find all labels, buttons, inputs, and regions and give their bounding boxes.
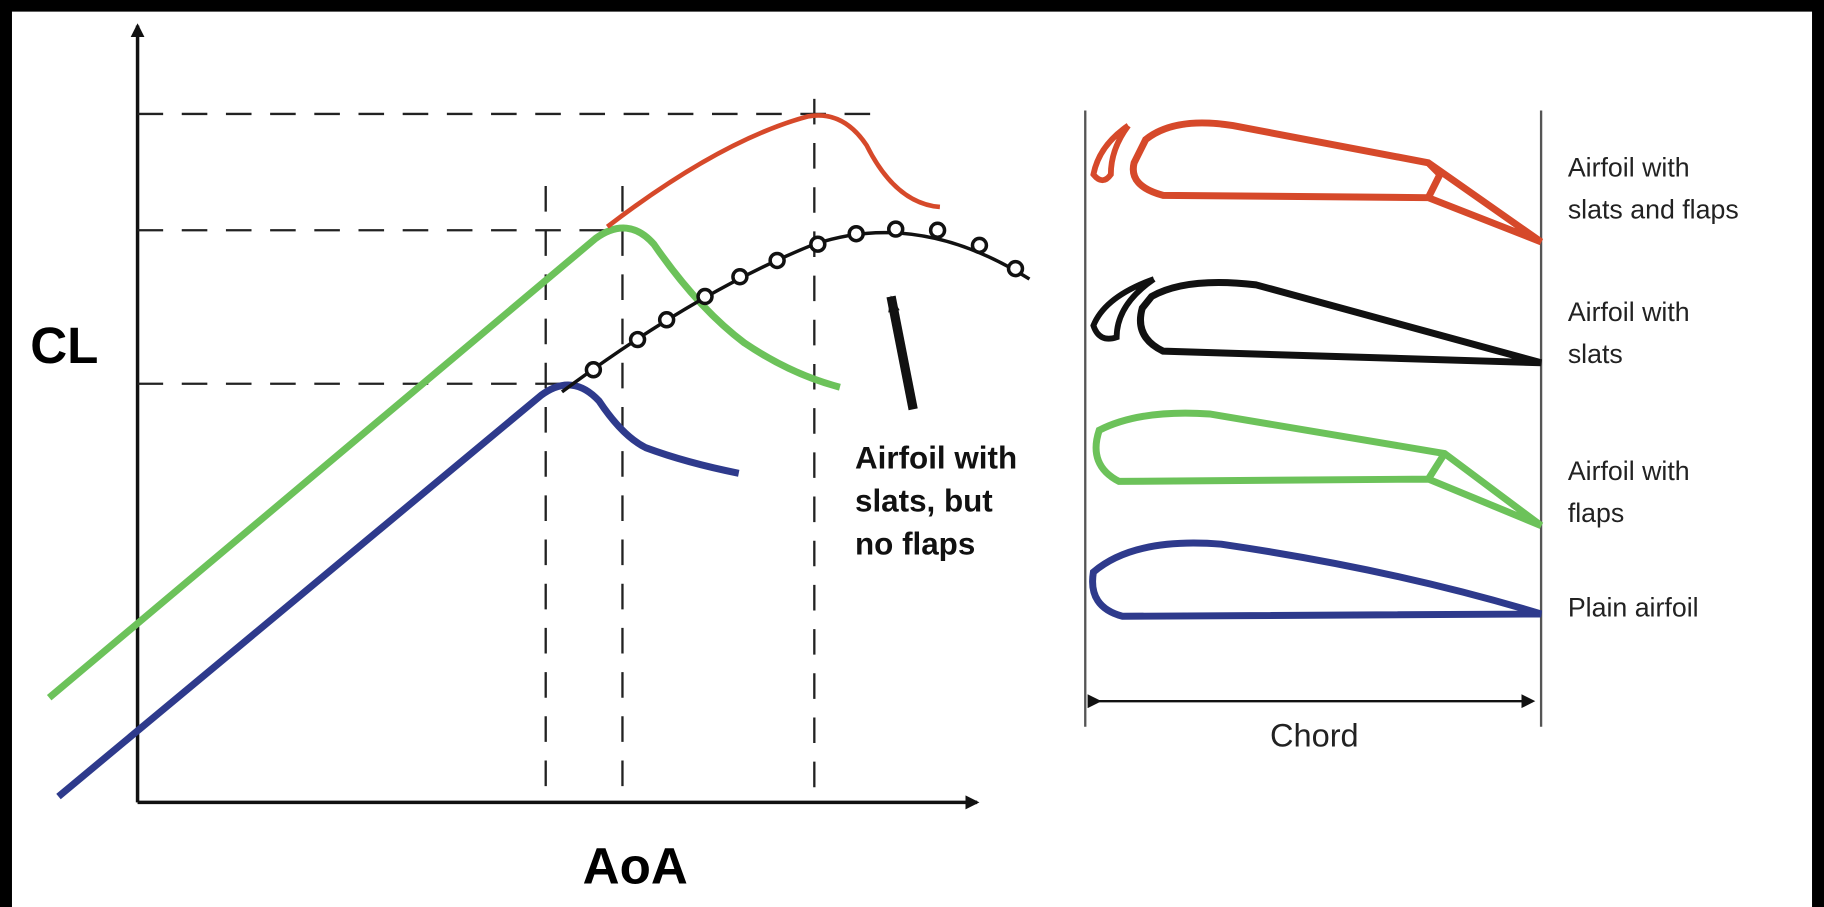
airfoil-label: Airfoil with xyxy=(1568,297,1690,327)
airfoil-label: slats and flaps xyxy=(1568,195,1739,225)
airfoil-label: flaps xyxy=(1568,498,1624,528)
airfoil-label: Airfoil with xyxy=(1568,456,1690,486)
annotation-line: no flaps xyxy=(855,527,975,562)
airfoil-label: Airfoil with xyxy=(1568,153,1690,183)
chord-label: Chord xyxy=(1270,718,1359,754)
diagram: CL AoA Airfoil with slats, but no flaps Ch… xyxy=(0,0,1824,907)
y-axis-label: CL xyxy=(30,317,98,374)
annotation-line: slats, but xyxy=(855,484,993,519)
annotation-line: Airfoil with xyxy=(855,441,1017,476)
airfoil-label: Plain airfoil xyxy=(1568,592,1699,622)
airfoil-label: slats xyxy=(1568,339,1623,369)
x-axis-label: AoA xyxy=(583,838,688,895)
